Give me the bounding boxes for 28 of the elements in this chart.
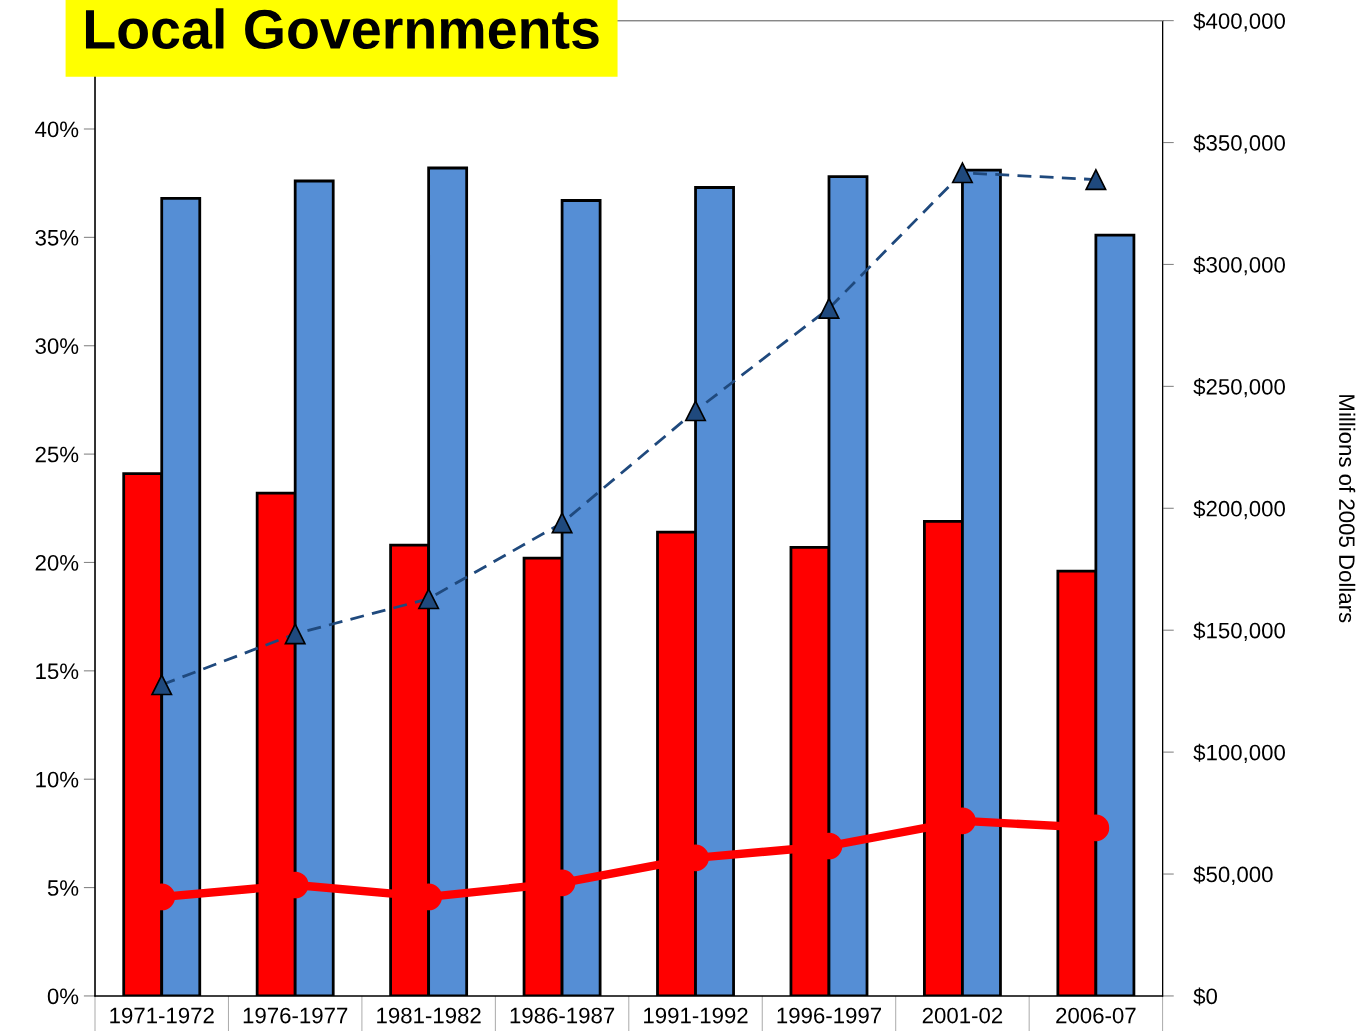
y2-tick-label: $0 xyxy=(1193,987,1218,1006)
x-tick-label: 1996-1997 xyxy=(777,1007,882,1024)
x-tick-label: 2001-02 xyxy=(922,1007,1003,1024)
y-tick-label: 15% xyxy=(36,663,79,680)
y2-tick-label: $350,000 xyxy=(1193,134,1285,154)
x-tick-label: 1986-1987 xyxy=(510,1007,615,1024)
y-tick-label: 40% xyxy=(35,121,79,138)
x-tick-label: 1971-1972 xyxy=(110,1007,214,1024)
x-tick-label: 1981-1982 xyxy=(377,1007,481,1024)
y2-tick-label: $150,000 xyxy=(1193,621,1285,642)
chart-title: Local Governments xyxy=(85,8,599,50)
y-tick-label: 0% xyxy=(47,988,79,1005)
y-tick-label: 20% xyxy=(35,555,79,571)
x-tick-label: 1991-1992 xyxy=(644,1007,748,1024)
x-tick-label: 2006-07 xyxy=(1056,1007,1136,1024)
y2-tick-label: $250,000 xyxy=(1193,377,1285,398)
y2-axis-title: Millions of 2005 Dollars xyxy=(1338,395,1356,623)
y-tick-label: 35% xyxy=(35,229,79,246)
y-tick-label: 5% xyxy=(47,880,79,896)
y-tick-label: 30% xyxy=(35,338,79,354)
y2-tick-label: $50,000 xyxy=(1193,865,1273,885)
x-tick-label: 1976-1977 xyxy=(243,1007,348,1024)
y2-tick-label: $100,000 xyxy=(1193,743,1285,764)
y-tick-label: 25% xyxy=(35,446,79,463)
y2-tick-label: $200,000 xyxy=(1193,499,1285,520)
y2-tick-label: $400,000 xyxy=(1193,12,1285,32)
y-tick-label: 10% xyxy=(36,771,79,788)
y2-tick-label: $300,000 xyxy=(1193,256,1285,276)
